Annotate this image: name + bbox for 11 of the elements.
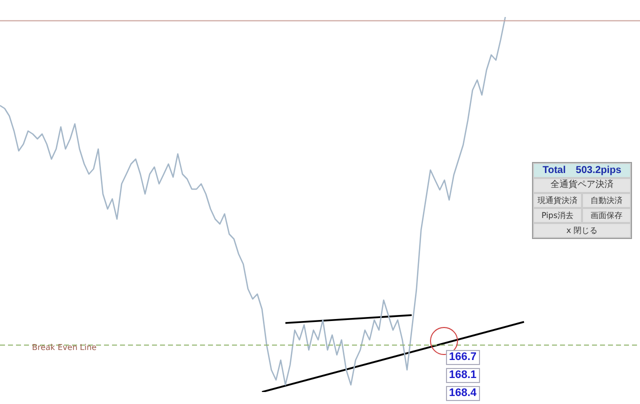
text: 現通貨決済 — [533, 193, 582, 208]
annotation: 166.7 — [446, 350, 480, 365]
text: x 閉じる — [533, 223, 631, 238]
annotation: 168.4 — [446, 386, 480, 401]
text: 自動決済 — [582, 193, 631, 208]
text: Total 503.2pips — [533, 163, 631, 178]
text: Pips消去 — [533, 208, 582, 223]
annotation: 168.1 — [446, 368, 480, 383]
text: 画面保存 — [582, 208, 631, 223]
ref-line-label: Break Even Line — [32, 343, 97, 352]
text: 全通貨ペア決済 — [533, 178, 631, 193]
